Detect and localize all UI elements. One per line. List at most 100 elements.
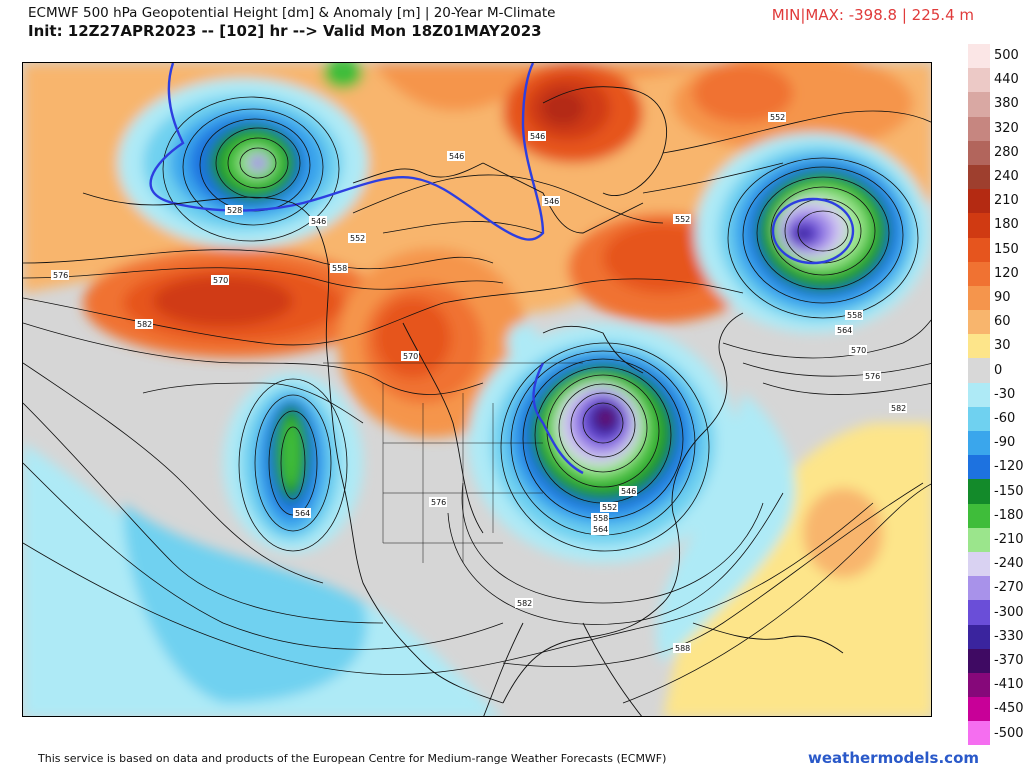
colorbar-label: 150	[994, 241, 1019, 257]
chart-init-valid: Init: 12Z27APR2023 -- [102] hr --> Valid…	[28, 22, 542, 40]
colorbar-swatch	[968, 648, 990, 673]
colorbar-swatch	[968, 576, 990, 601]
colorbar-swatch	[968, 624, 990, 649]
anomaly-shading	[23, 63, 931, 716]
svg-text:570: 570	[851, 346, 866, 355]
colorbar-swatch	[968, 189, 990, 214]
map-canvas: 528 546 546 546 546 552 552 552 558 558 …	[23, 63, 931, 716]
contour-label: 546	[619, 486, 637, 496]
colorbar-label: 320	[994, 120, 1019, 136]
svg-text:552: 552	[350, 234, 365, 243]
colorbar-swatch	[968, 455, 990, 480]
contour-label: 564	[591, 524, 609, 534]
colorbar-swatch	[968, 551, 990, 577]
colorbar-label: 210	[994, 193, 1019, 209]
colorbar-label: -330	[994, 628, 1024, 644]
colorbar-label: 30	[994, 338, 1011, 354]
colorbar-label: 60	[994, 314, 1011, 330]
contour-label: 546	[309, 216, 327, 226]
colorbar-swatch	[968, 164, 990, 190]
svg-text:564: 564	[593, 525, 608, 534]
contour-label: 582	[889, 403, 907, 413]
contour-label: 564	[835, 325, 853, 335]
brand-link[interactable]: weathermodels.com	[808, 749, 980, 767]
svg-text:558: 558	[332, 264, 347, 273]
colorbar-swatch	[968, 406, 990, 431]
chart-title: ECMWF 500 hPa Geopotential Height [dm] &…	[28, 5, 556, 21]
colorbar-swatch	[968, 285, 990, 311]
colorbar-label: -210	[994, 532, 1024, 547]
contour-label: 570	[211, 275, 229, 285]
contour-labels: 528 546 546 546 546 552 552 552 558 558 …	[51, 112, 907, 653]
svg-text:582: 582	[137, 320, 152, 329]
contour-label: 552	[600, 502, 618, 512]
borders	[323, 362, 583, 563]
contour-label: 588	[673, 643, 691, 653]
contour-label: 546	[528, 131, 546, 141]
colorbar-swatch	[968, 310, 990, 335]
colorbar-label: -270	[994, 580, 1024, 596]
contour-label: 528	[225, 205, 243, 215]
contour-label: 546	[542, 196, 560, 206]
contour-label: 558	[591, 513, 609, 523]
svg-text:552: 552	[602, 503, 617, 512]
colorbar-label: 240	[994, 169, 1019, 184]
contour-label: 558	[330, 263, 348, 273]
svg-text:588: 588	[675, 644, 690, 653]
colorbar-swatch	[968, 44, 990, 69]
contour-label: 552	[348, 233, 366, 243]
contour-label: 564	[293, 508, 311, 518]
height-contours	[23, 96, 931, 704]
colorbar-label: -240	[994, 556, 1024, 572]
colorbar-label: 440	[994, 72, 1019, 88]
contour-label: 576	[429, 497, 447, 507]
colorbar-label: -450	[994, 701, 1024, 717]
colorbar-swatch	[968, 92, 990, 117]
svg-text:546: 546	[544, 197, 559, 206]
colorbar-label: 180	[994, 217, 1019, 233]
colorbar-swatch	[968, 431, 990, 456]
colorbar-label: 0	[994, 362, 1003, 378]
colorbar-label: -300	[994, 604, 1024, 620]
contour-label: 558	[845, 310, 863, 320]
colorbar-label: -60	[994, 411, 1016, 426]
colorbar-label: 90	[994, 290, 1011, 305]
colorbar-label: -500	[994, 725, 1024, 741]
colorbar-label: 500	[994, 48, 1019, 63]
colorbar-swatch	[968, 237, 990, 262]
contour-label: 552	[673, 214, 691, 224]
colorbar-label: -120	[994, 459, 1024, 475]
svg-text:552: 552	[770, 113, 785, 122]
colorbar-swatch	[968, 334, 990, 359]
colorbar	[968, 44, 992, 746]
svg-text:552: 552	[675, 215, 690, 224]
colorbar-swatch	[968, 479, 990, 504]
attribution-text: This service is based on data and produc…	[38, 752, 667, 765]
colorbar-swatch	[968, 721, 990, 746]
colorbar-label: 280	[994, 144, 1019, 160]
svg-text:570: 570	[213, 276, 228, 285]
colorbar-swatch	[968, 527, 990, 552]
anomaly-map[interactable]: 528 546 546 546 546 552 552 552 558 558 …	[22, 62, 932, 717]
colorbar-label: -410	[994, 677, 1024, 693]
svg-text:570: 570	[403, 352, 418, 361]
colorbar-label: 120	[994, 265, 1019, 281]
colorbar-label: -150	[994, 483, 1024, 499]
svg-text:546: 546	[621, 487, 636, 496]
contour-label: 570	[849, 345, 867, 355]
colorbar-swatch	[968, 140, 990, 165]
colorbar-label: -370	[994, 653, 1024, 668]
minmax-readout: MIN|MAX: -398.8 | 225.4 m	[771, 6, 974, 24]
svg-text:558: 558	[593, 514, 608, 523]
svg-text:564: 564	[837, 326, 852, 335]
svg-text:582: 582	[517, 599, 532, 608]
colorbar-swatch	[968, 503, 990, 528]
svg-text:546: 546	[449, 152, 464, 161]
colorbar-swatch	[968, 358, 990, 383]
svg-text:576: 576	[431, 498, 446, 507]
colorbar-swatch	[968, 600, 990, 625]
colorbar-swatch	[968, 213, 990, 238]
colorbar-label: 380	[994, 96, 1019, 112]
contour-label: 570	[401, 351, 419, 361]
colorbar-swatch	[968, 261, 990, 286]
